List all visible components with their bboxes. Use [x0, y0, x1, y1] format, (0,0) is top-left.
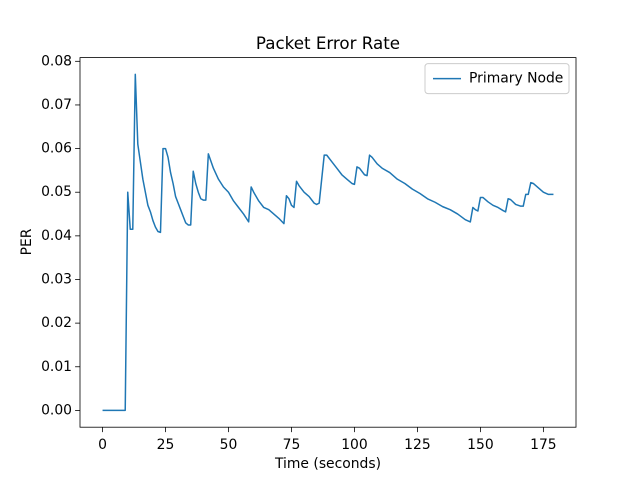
- y-axis-label: PER: [19, 228, 35, 255]
- y-tick-label: 0.03: [41, 271, 72, 287]
- y-tick-label: 0.07: [41, 97, 72, 113]
- legend-box: [424, 63, 570, 95]
- x-tick-label: 150: [467, 437, 494, 453]
- x-tick-label: 75: [283, 437, 301, 453]
- y-tick-label: 0.05: [41, 184, 72, 200]
- x-tick-label: 50: [220, 437, 238, 453]
- x-tick-label: 0: [98, 437, 107, 453]
- y-tick-label: 0.04: [41, 228, 72, 244]
- x-axis-label: Time (seconds): [274, 456, 381, 472]
- data-line: [102, 73, 554, 412]
- legend-label: Primary Node: [469, 71, 563, 87]
- y-tick-label: 0.00: [41, 402, 72, 418]
- y-tick-label: 0.06: [41, 141, 72, 157]
- axes-frame: [79, 57, 577, 428]
- y-tick-label: 0.01: [41, 359, 72, 375]
- x-tick-label: 125: [404, 437, 431, 453]
- x-tick-label: 175: [530, 437, 557, 453]
- x-tick-label: 100: [341, 437, 368, 453]
- y-tick-label: 0.02: [41, 315, 72, 331]
- chart-title: Packet Error Rate: [256, 33, 400, 53]
- x-tick-label: 25: [157, 437, 175, 453]
- y-tick-label: 0.08: [41, 53, 72, 69]
